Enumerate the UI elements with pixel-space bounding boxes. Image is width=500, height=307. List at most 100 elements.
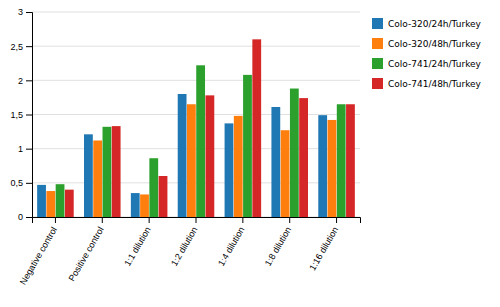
x-tick: 1:1 dilution (122, 217, 152, 268)
chart-container: 0 0,5 1 1,5 2 2,5 3 Negative controlPositive co… (0, 0, 500, 307)
grid-line (32, 182, 360, 183)
bar (346, 104, 355, 217)
bar (178, 94, 187, 217)
bar (337, 104, 346, 217)
y-tick: 1 (18, 144, 32, 154)
grid-line (32, 46, 360, 47)
legend-swatch (372, 18, 383, 29)
legend-label: Colo-741/24h/Turkey (388, 59, 482, 69)
bar-series (65, 39, 355, 217)
bar (318, 115, 327, 217)
bar (328, 120, 337, 217)
bar (37, 185, 46, 217)
y-tick: 2 (18, 76, 32, 86)
y-tick-label: 1,5 (10, 110, 23, 120)
y-tick-label: 1 (18, 144, 23, 154)
y-tick-mark (26, 12, 32, 13)
bars (37, 39, 355, 217)
x-tick-label: 1:1 dilution (122, 225, 152, 268)
legend-swatch (372, 58, 383, 69)
y-tick: 0 (18, 212, 32, 222)
bar-series (37, 94, 327, 217)
x-tick: 1:4 dilution (216, 217, 246, 268)
y-tick-mark (26, 115, 32, 116)
legend-swatch (372, 38, 383, 49)
plot: 0 0,5 1 1,5 2 2,5 3 Negative controlPositive co… (10, 7, 360, 286)
legend-item: Colo-741/24h/Turkey (372, 58, 482, 69)
y-tick: 2,5 (10, 42, 32, 52)
bar (252, 39, 261, 217)
y-tick-mark (26, 80, 32, 81)
x-tick: 1:2 dilution (169, 217, 199, 268)
x-tick: 1:16 dilution (307, 217, 340, 272)
bar-series (56, 65, 346, 217)
bar (131, 193, 140, 217)
x-tick-label: 1:2 dilution (169, 225, 199, 268)
x-tick: Negative control (18, 217, 59, 286)
bar (149, 158, 158, 217)
x-tick-mark (196, 217, 197, 223)
y-tick: 3 (18, 7, 32, 17)
bar (271, 107, 280, 217)
x-tick-label: 1:16 dilution (307, 225, 340, 272)
y-tick-label: 2 (18, 76, 23, 86)
x-tick-mark (102, 217, 103, 223)
x-tick-label: 1:8 dilution (263, 225, 293, 268)
x-axis: Negative controlPositive control 1:1 dilu… (18, 217, 361, 286)
bar (290, 89, 299, 217)
y-tick-label: 2,5 (10, 42, 23, 52)
x-tick-label: 1:4 dilution (216, 225, 246, 268)
legend-item: Colo-320/48h/Turkey (372, 38, 482, 49)
bar (243, 75, 252, 217)
bar (56, 184, 65, 217)
chart: 0 0,5 1 1,5 2 2,5 3 Negative controlPositive co… (0, 0, 500, 307)
legend-label: Colo-320/48h/Turkey (388, 39, 482, 49)
legend-swatch (372, 78, 383, 89)
y-tick-mark (26, 46, 32, 47)
grid-line (32, 148, 360, 149)
legend-label: Colo-741/48h/Turkey (388, 79, 482, 89)
bar (234, 116, 243, 217)
grid (32, 12, 360, 217)
bar (46, 191, 55, 217)
x-tick-mark (55, 217, 56, 223)
y-axis-line (26, 13, 33, 218)
x-tick: 1:8 dilution (263, 217, 293, 268)
x-tick-mark (242, 217, 243, 223)
bar (299, 98, 308, 217)
bar (65, 190, 74, 217)
bar (281, 130, 290, 217)
y-axis: 0 0,5 1 1,5 2 2,5 3 (10, 7, 32, 222)
y-tick: 1,5 (10, 110, 32, 120)
legend-item: Colo-320/24h/Turkey (372, 18, 482, 29)
bar (225, 123, 234, 217)
legend-item: Colo-741/48h/Turkey (372, 78, 482, 89)
y-tick-label: 0,5 (10, 178, 23, 188)
grid-line (32, 80, 360, 81)
bar (196, 65, 205, 217)
x-tick-label: Negative control (18, 225, 59, 286)
bar (187, 104, 196, 217)
x-tick-mark (289, 217, 290, 223)
y-tick-mark (26, 183, 32, 184)
y-tick-mark (26, 149, 32, 150)
y-tick-label: 3 (18, 7, 23, 17)
bar (84, 134, 93, 217)
bar (159, 176, 168, 217)
y-tick-label: 0 (18, 212, 23, 222)
y-tick: 0,5 (10, 178, 32, 188)
legend: Colo-320/24h/Turkey Colo-320/48h/Turkey Co… (372, 18, 482, 89)
x-axis-line (33, 218, 361, 224)
legend-label: Colo-320/24h/Turkey (388, 19, 482, 29)
bar (93, 140, 102, 217)
x-tick: Positive control (67, 217, 106, 283)
grid-line (32, 114, 360, 115)
y-tick-mark (26, 217, 32, 218)
x-tick-label: Positive control (67, 225, 106, 283)
bar (103, 127, 112, 217)
grid-line (32, 12, 360, 13)
x-tick-mark (336, 217, 337, 223)
x-tick-mark (149, 217, 150, 223)
bar (140, 194, 149, 217)
bar (205, 95, 214, 217)
